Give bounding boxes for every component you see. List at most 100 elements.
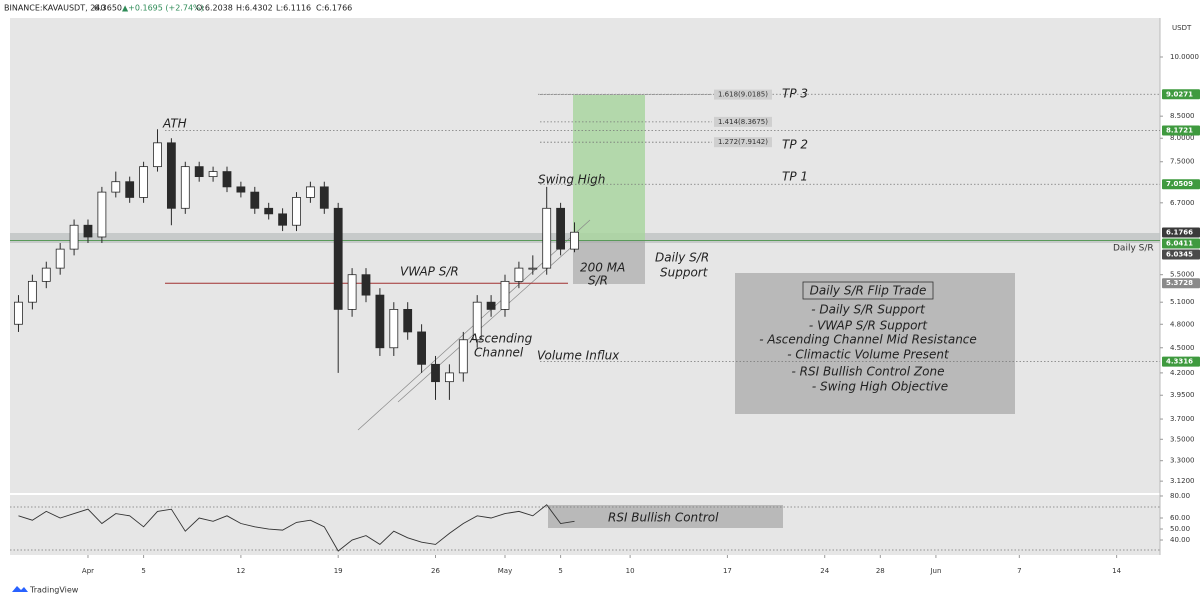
candle-body xyxy=(111,181,121,193)
price-label: 6.0411 xyxy=(1166,239,1193,247)
price-label: 4.3316 xyxy=(1166,358,1193,366)
axes: 10.0000 8.5000 8.0000 7.5000 6.7000 5.5000 5.1… xyxy=(82,53,1200,575)
candle-body xyxy=(55,248,65,269)
price-label-bg xyxy=(1162,356,1200,367)
x-tick-label: Apr xyxy=(82,567,94,575)
price-label: 6.0345 xyxy=(1166,250,1193,258)
x-tick-label: May xyxy=(498,567,512,575)
change: ▲+0.1695 (+2.74%) xyxy=(122,4,204,13)
x-tick-label: 10 xyxy=(626,567,635,575)
trade-box xyxy=(735,273,1015,414)
fib-label: 1.618(9.0185) xyxy=(718,91,768,99)
candle-body xyxy=(417,331,426,365)
trade-line: - Swing High Objective xyxy=(812,380,948,394)
candle-body xyxy=(180,166,190,209)
x-tick-label: 5 xyxy=(141,567,145,575)
rsi-tick-label: 80.00 xyxy=(1170,492,1190,500)
fib-label-bg xyxy=(714,137,772,148)
fib-label-bg xyxy=(714,89,772,100)
trade-line: - Ascending Channel Mid Resistance xyxy=(759,333,977,347)
candle-body xyxy=(264,207,274,215)
x-tick-label: 5 xyxy=(558,567,562,575)
price-label-bg xyxy=(1162,238,1200,249)
price-label: 9.0271 xyxy=(1166,90,1193,98)
price-label: 8.1721 xyxy=(1166,126,1193,134)
high: H:6.4302 xyxy=(236,4,273,13)
candle-body xyxy=(305,186,315,198)
candle-body xyxy=(208,171,218,178)
low: L:6.1116 xyxy=(276,4,311,13)
rsi-tick-label: 60.00 xyxy=(1170,514,1190,522)
candle-body xyxy=(500,280,510,310)
y-tick-label: 3.7000 xyxy=(1170,415,1195,423)
y-tick-label: 8.5000 xyxy=(1170,112,1195,120)
annotation: TP 1 xyxy=(782,170,808,184)
rsi-annotation: RSI Bullish Control xyxy=(608,511,719,525)
y-tick-label: 3.3000 xyxy=(1170,457,1195,465)
price-label-bg xyxy=(1162,278,1200,289)
annotation: TP 3 xyxy=(782,87,808,101)
price-label: 5.3728 xyxy=(1166,279,1193,287)
candle-body xyxy=(347,274,357,310)
rsi-line xyxy=(18,504,575,552)
price-label: 7.0509 xyxy=(1166,180,1193,188)
x-tick-label: 12 xyxy=(236,567,245,575)
annotation: Support xyxy=(660,266,709,280)
candle-body xyxy=(194,166,204,178)
x-tick-label: 24 xyxy=(820,567,829,575)
symbol: BINANCE:KAVAUSDT, 240 xyxy=(4,4,105,13)
candle-body xyxy=(83,224,93,238)
y-tick-label: 10.0000 xyxy=(1170,53,1199,61)
candle-body xyxy=(292,197,301,226)
stop-zone xyxy=(573,241,645,284)
fib-label: 1.272(7.9142) xyxy=(718,138,768,146)
candle-body xyxy=(222,171,232,188)
candle-body xyxy=(41,267,51,282)
trade-line: - VWAP S/R Support xyxy=(809,319,928,333)
candle-body xyxy=(361,274,371,296)
candle-body xyxy=(97,191,107,238)
y-tick-label: 3.5000 xyxy=(1170,435,1195,443)
candle-body xyxy=(542,207,552,269)
candle-body xyxy=(125,181,135,198)
candle-body xyxy=(556,207,566,250)
candle-body xyxy=(319,186,329,209)
annotation: Volume Influx xyxy=(537,349,620,363)
candle-body xyxy=(570,231,579,250)
price-label-bg xyxy=(1162,125,1200,136)
axis-unit: USDT xyxy=(1172,24,1192,32)
candle-body xyxy=(514,267,524,282)
candle-body xyxy=(278,213,287,226)
trade-line: - RSI Bullish Control Zone xyxy=(792,365,945,379)
price-label-bg xyxy=(1162,89,1200,100)
annotation: S/R xyxy=(588,274,608,288)
annotation: ATH xyxy=(162,117,187,131)
candle-body xyxy=(27,280,37,303)
x-tick-label: 19 xyxy=(334,567,343,575)
y-tick-label: 8.0000 xyxy=(1170,134,1195,142)
candle-body xyxy=(139,166,148,198)
y-tick-label: 7.5000 xyxy=(1170,158,1195,166)
candle-body xyxy=(166,142,176,209)
candle-body xyxy=(403,308,413,333)
candle-body xyxy=(153,142,162,168)
candle-body xyxy=(472,301,482,341)
target-zone xyxy=(573,95,645,241)
annotation: VWAP S/R xyxy=(400,265,459,279)
candle-body xyxy=(528,267,538,270)
candle-body xyxy=(333,207,343,310)
candle-body xyxy=(486,301,496,310)
y-tick-label: 5.5000 xyxy=(1170,271,1195,279)
close: C:6.1766 xyxy=(316,4,352,13)
x-tick-label: Jun xyxy=(929,567,941,575)
y-tick-label: 4.5000 xyxy=(1170,344,1195,352)
fib-label: 1.414(8.3675) xyxy=(718,118,768,126)
rsi-zone xyxy=(548,505,783,528)
y-tick-label: 3.1200 xyxy=(1170,477,1195,485)
rsi-tick-label: 50.00 xyxy=(1170,525,1190,533)
last-price: 6.3650 xyxy=(94,4,122,13)
x-tick-label: 17 xyxy=(723,567,732,575)
annotation: Swing High xyxy=(538,173,605,187)
candle-body xyxy=(458,339,468,374)
